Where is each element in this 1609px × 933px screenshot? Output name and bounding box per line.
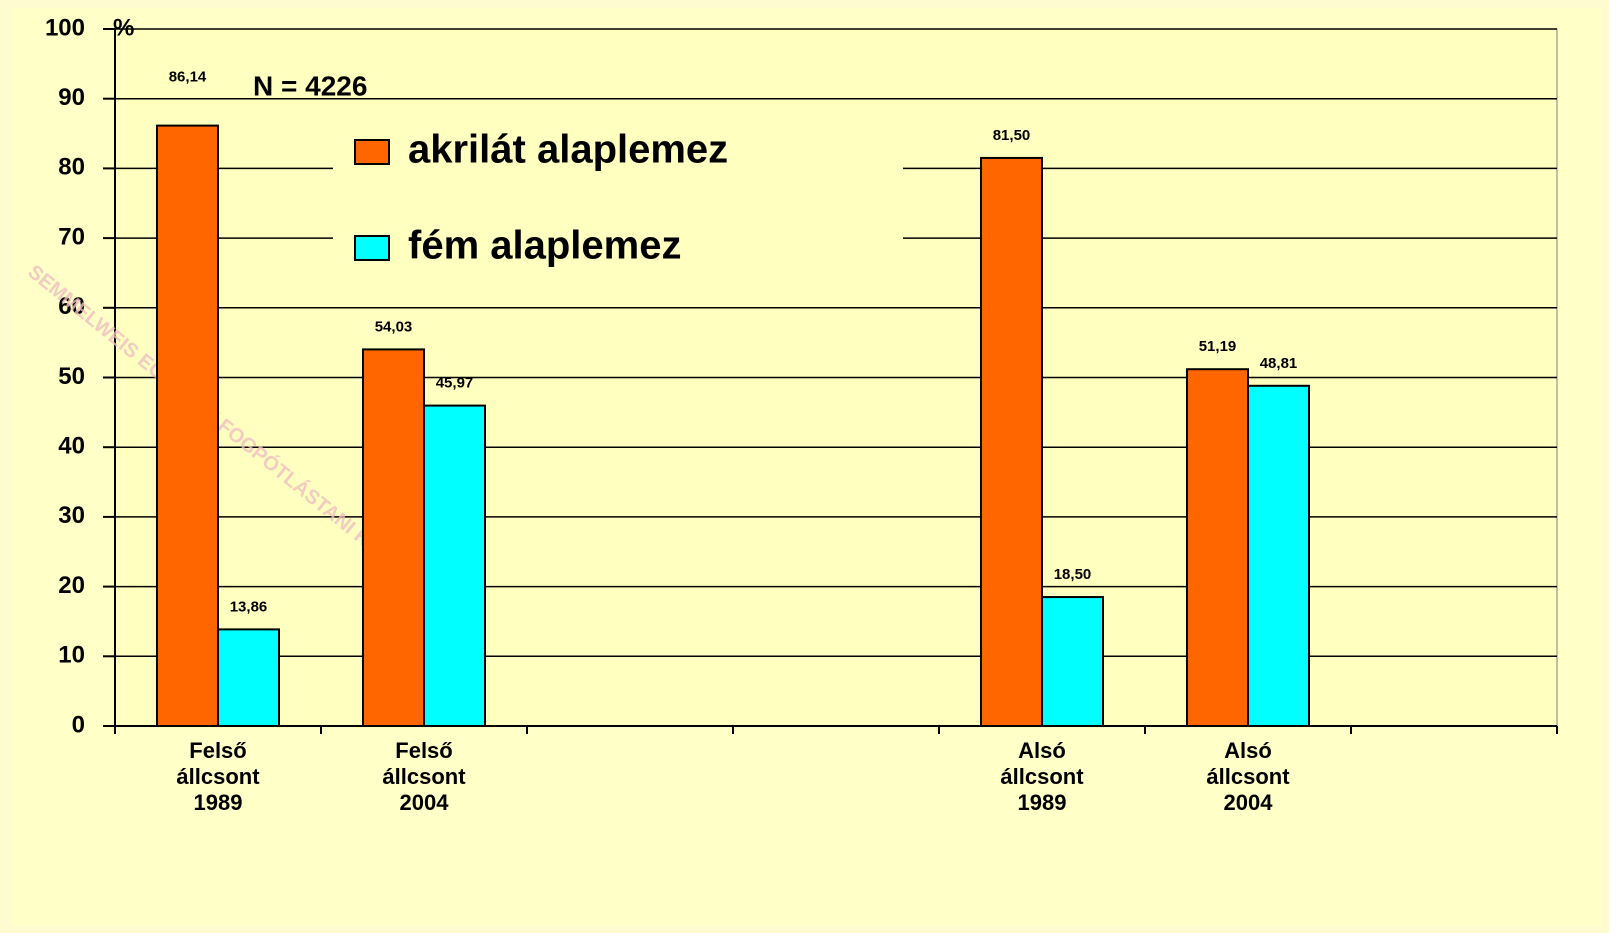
y-tick-label: 80 [58, 154, 85, 181]
x-tick-label: Felső állcsont 2004 [382, 738, 466, 815]
bar [217, 628, 280, 728]
y-tick-label: 100 [45, 14, 85, 41]
y-tick-label: 20 [58, 572, 85, 599]
y-axis-label: % [113, 14, 134, 41]
y-tick-label: 10 [58, 642, 85, 669]
legend-label: akrilát alaplemez [408, 128, 728, 172]
data-label: 81,50 [993, 127, 1031, 144]
x-tick-label: Felső állcsont 1989 [176, 738, 260, 815]
bar [362, 348, 425, 727]
legend-box [333, 108, 903, 280]
data-label: 45,97 [436, 375, 474, 392]
y-tick-label: 30 [58, 502, 85, 529]
y-tick-label: 70 [58, 223, 85, 250]
y-tick-label: 50 [58, 363, 85, 390]
data-label: 86,14 [169, 69, 207, 86]
bar [1041, 596, 1104, 727]
bar [423, 404, 486, 727]
bar [156, 124, 219, 728]
data-label: 13,86 [230, 598, 268, 615]
x-tick-label: Alsó állcsont 2004 [1206, 738, 1290, 815]
data-label: 48,81 [1260, 355, 1298, 372]
legend-swatch [354, 235, 390, 261]
data-label: 54,03 [375, 318, 413, 335]
x-tick-label: Alsó állcsont 1989 [1000, 738, 1084, 815]
bar [1186, 368, 1249, 727]
y-tick-label: 60 [58, 293, 85, 320]
y-tick-label: 0 [72, 711, 85, 738]
y-tick-label: 40 [58, 433, 85, 460]
annotation: N = 4226 [253, 70, 367, 101]
legend-label: fém alaplemez [408, 224, 681, 268]
legend-swatch [354, 139, 390, 165]
y-tick-label: 90 [58, 84, 85, 111]
data-label: 51,19 [1199, 338, 1237, 355]
data-label: 18,50 [1054, 566, 1092, 583]
bar [980, 156, 1043, 727]
bar [1247, 384, 1310, 727]
